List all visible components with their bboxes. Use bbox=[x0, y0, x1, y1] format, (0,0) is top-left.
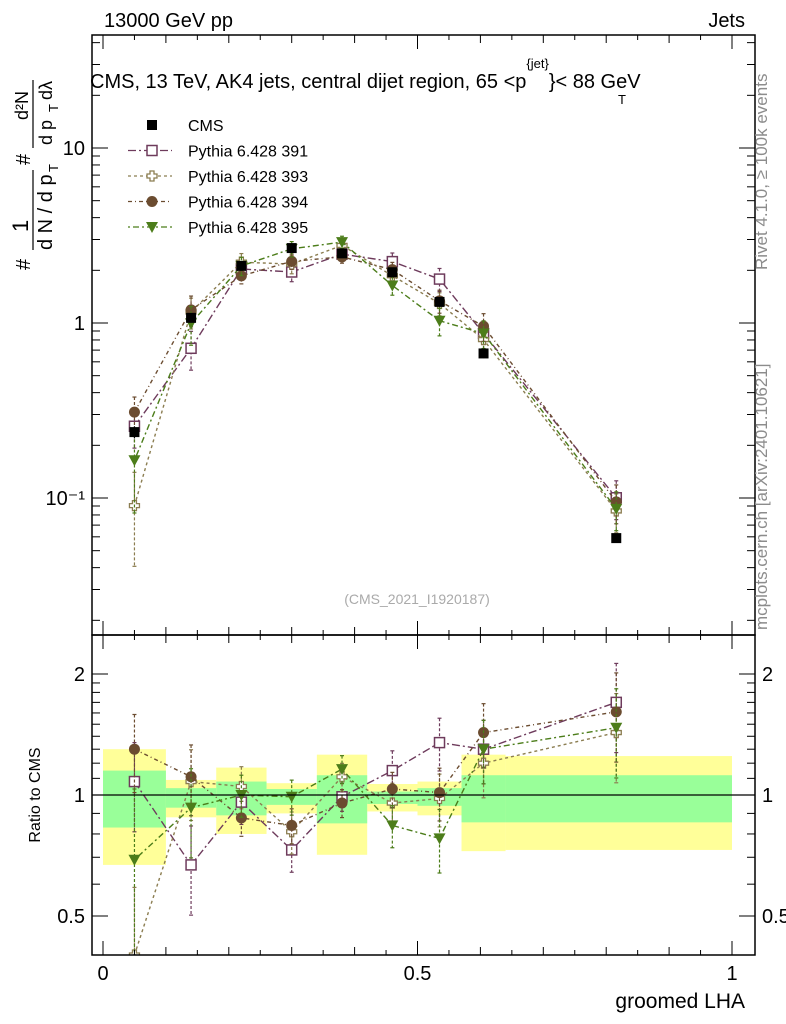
marker-circle bbox=[128, 406, 140, 418]
marker-square bbox=[386, 764, 399, 777]
svg-text:dλ: dλ bbox=[36, 81, 56, 100]
marker-data-square bbox=[186, 312, 197, 323]
marker-triangle bbox=[610, 722, 623, 734]
series-line-1 bbox=[133, 244, 617, 512]
marker-circle bbox=[386, 783, 398, 795]
y-axis-label: # 1 d N / d p T # d²N d p T dλ bbox=[8, 80, 61, 270]
ratio-y-label: Ratio to CMS bbox=[27, 747, 44, 842]
marker-circle bbox=[286, 819, 298, 831]
marker-circle bbox=[185, 304, 197, 316]
ratio-lines bbox=[128, 662, 623, 955]
marker-triangle bbox=[477, 744, 490, 756]
marker-triangle bbox=[433, 833, 446, 845]
ratio-tick-label-right: 0.5 bbox=[762, 906, 786, 928]
marker-triangle bbox=[386, 280, 399, 292]
svg-text:d p: d p bbox=[36, 120, 56, 145]
marker-triangle bbox=[433, 315, 446, 327]
uncertainty-band-green bbox=[505, 775, 732, 823]
marker-triangle bbox=[336, 764, 349, 776]
svg-text:#: # bbox=[13, 258, 35, 270]
y-tick-label: 10 bbox=[63, 138, 85, 160]
marker-triangle bbox=[477, 328, 490, 340]
rivet-label: Rivet 4.1.0, ≥ 100k events bbox=[752, 74, 771, 270]
ratio-line-3 bbox=[133, 727, 617, 861]
legend-label: Pythia 6.428 391 bbox=[188, 144, 308, 161]
y-tick-label: 1 bbox=[74, 313, 85, 335]
marker-data-square bbox=[337, 248, 348, 259]
marker-data-square bbox=[387, 267, 398, 278]
marker-circle bbox=[336, 797, 348, 809]
top-lines bbox=[128, 235, 623, 567]
marker-circle bbox=[434, 787, 446, 799]
marker-triangle bbox=[336, 237, 349, 249]
y-tick-label: 10⁻¹ bbox=[46, 488, 86, 510]
header-left: 13000 GeV pp bbox=[104, 10, 233, 32]
x-tick-label: 0 bbox=[97, 963, 108, 985]
mcplots-label: mcplots.cern.ch [arXiv:2401.10621] bbox=[752, 364, 771, 630]
legend-label: Pythia 6.428 395 bbox=[188, 220, 308, 237]
x-tick-label: 0.5 bbox=[404, 963, 432, 985]
marker-circle bbox=[146, 196, 158, 207]
ratio-line-1 bbox=[133, 731, 617, 955]
marker-circle bbox=[185, 771, 197, 783]
series-line-0 bbox=[133, 253, 617, 499]
chart-title: CMS, 13 TeV, AK4 jets, central dijet reg… bbox=[90, 56, 641, 93]
marker-data-square bbox=[236, 260, 247, 271]
marker-square bbox=[433, 736, 446, 749]
marker-data-square bbox=[147, 120, 157, 130]
marker-data-square bbox=[286, 243, 297, 254]
ratio-tick-label: 1 bbox=[74, 785, 85, 807]
marker-square bbox=[433, 273, 446, 285]
header-right: Jets bbox=[708, 10, 745, 32]
ratio-bands bbox=[103, 749, 732, 865]
svg-text:d N / d p: d N / d p bbox=[35, 174, 57, 250]
series-line-2 bbox=[133, 256, 617, 503]
svg-text:T: T bbox=[46, 104, 61, 112]
legend-label: Pythia 6.428 394 bbox=[188, 195, 308, 212]
series-line-3 bbox=[133, 241, 617, 510]
svg-text:#: # bbox=[13, 153, 35, 165]
marker-circle bbox=[286, 255, 298, 267]
marker-triangle bbox=[128, 455, 141, 467]
marker-data-square bbox=[611, 533, 622, 544]
marker-triangle bbox=[146, 222, 158, 233]
svg-text:d²N: d²N bbox=[12, 91, 32, 120]
marker-triangle bbox=[386, 820, 399, 832]
marker-circle bbox=[128, 743, 140, 755]
ratio-tick-label: 0.5 bbox=[57, 906, 85, 928]
ratio-tick-label: 2 bbox=[74, 664, 85, 686]
ratio-tick-label-right: 2 bbox=[762, 664, 773, 686]
marker-triangle bbox=[610, 503, 623, 515]
ratio-tick-label-right: 1 bbox=[762, 785, 773, 807]
marker-triangle bbox=[128, 854, 141, 866]
chart-title-sub: T bbox=[618, 92, 626, 107]
svg-text:T: T bbox=[46, 164, 61, 172]
marker-circle bbox=[610, 706, 622, 718]
marker-square bbox=[146, 144, 158, 157]
marker-data-square bbox=[434, 296, 445, 307]
analysis-id: (CMS_2021_I1920187) bbox=[344, 591, 490, 607]
marker-square bbox=[185, 859, 197, 871]
svg-text:1: 1 bbox=[8, 220, 33, 232]
x-axis-label: groomed LHA bbox=[615, 990, 745, 1013]
marker-cross bbox=[146, 170, 158, 182]
legend: CMS Pythia 6.428 391 Pythia 6.428 393 Pythi… bbox=[128, 118, 308, 237]
marker-triangle bbox=[185, 802, 198, 814]
legend-label: CMS bbox=[188, 118, 224, 135]
marker-data-square bbox=[478, 348, 489, 359]
legend-label: Pythia 6.428 393 bbox=[188, 169, 308, 186]
x-tick-label: 1 bbox=[726, 963, 737, 985]
axis-ticks: 0 0.5 1 10 1 10⁻¹ 2 2 1 1 0.5 0.5 bbox=[46, 35, 786, 985]
marker-data-square bbox=[129, 427, 140, 438]
